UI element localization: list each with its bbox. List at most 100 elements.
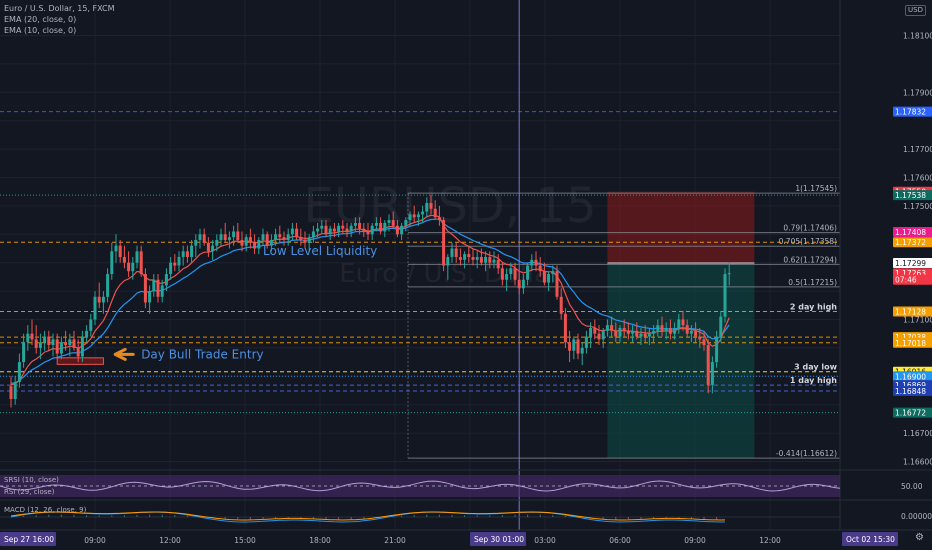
price-badge-10	[893, 337, 932, 348]
candle-body-109	[467, 254, 471, 258]
candle-body-58	[253, 242, 257, 249]
candle-body-86	[370, 225, 374, 235]
y-tick-label-3: 1.17600	[903, 173, 932, 182]
candle-body-130	[555, 271, 559, 297]
candle-body-39	[173, 262, 177, 266]
candle-body-24	[110, 251, 114, 275]
candle-body-75	[324, 225, 328, 235]
price-badge-7	[893, 274, 932, 285]
y-tick-label-2: 1.17700	[903, 145, 932, 154]
indicator-ema-20[interactable]: EMA (20, close, 0)	[4, 15, 77, 24]
candle-body-4	[26, 333, 30, 343]
candle-body-57	[248, 237, 252, 243]
candle-body-126	[538, 265, 542, 272]
symbol-title[interactable]: Euro / U.S. Dollar, 15, FXCM	[4, 4, 115, 13]
candle-body-145	[618, 328, 622, 337]
candle-body-119	[509, 268, 513, 275]
candle-body-124	[530, 259, 534, 266]
candle-body-132	[563, 313, 567, 343]
candle-body-28	[127, 262, 131, 272]
candle-body-122	[521, 279, 525, 289]
entry-box	[56, 357, 104, 365]
candle-body-9	[47, 336, 51, 346]
price-badge-15	[893, 407, 932, 418]
candle-body-152	[647, 333, 651, 337]
candle-body-95	[408, 214, 412, 221]
candle-body-71	[307, 237, 311, 243]
candle-body-5	[30, 333, 34, 340]
y-tick-label-8: 1.16600	[903, 457, 932, 466]
candle-body-44	[194, 239, 198, 246]
candle-body-21	[97, 296, 101, 303]
candle-body-154	[656, 325, 660, 331]
candle-body-170	[723, 274, 727, 317]
price-badge-label-10: 1.17018	[895, 339, 926, 348]
date-badge-label-0: Sep 27 16:00	[4, 535, 54, 544]
currency-badge[interactable]: USD	[905, 5, 926, 16]
candle-body-101	[433, 208, 437, 218]
candle-body-91	[391, 220, 395, 226]
candle-body-59	[257, 239, 261, 249]
annotation-1: Day Bull Trade Entry	[141, 347, 263, 361]
candle-body-65	[282, 237, 286, 240]
candle-body-139	[593, 328, 597, 334]
y-tick-label-6: 1.17100	[903, 315, 932, 324]
candle-body-151	[643, 333, 647, 337]
candle-body-27	[122, 257, 126, 263]
candle-body-2	[17, 362, 21, 382]
candle-body-146	[622, 328, 626, 331]
chart-legend: Euro / U.S. Dollar, 15, FXCM EMA (20, cl…	[4, 3, 115, 36]
candle-body-137	[584, 336, 588, 348]
level-label-1: 3 day low	[794, 363, 837, 372]
candle-body-96	[412, 214, 416, 218]
macd-label: MACD (12, 26, close, 9)	[4, 506, 87, 514]
candle-body-107	[458, 257, 462, 260]
candle-body-90	[387, 220, 391, 223]
settings-gear-icon[interactable]: ⚙	[915, 532, 924, 543]
candle-body-164	[698, 336, 702, 340]
candle-body-35	[156, 279, 160, 297]
candle-body-140	[597, 333, 601, 340]
candle-body-142	[605, 325, 609, 331]
candle-body-33	[148, 291, 152, 303]
candle-body-127	[542, 271, 546, 283]
price-badge-5	[893, 257, 932, 268]
x-tick-label-3: 18:00	[309, 536, 331, 545]
candle-body-82	[353, 222, 357, 226]
candle-body-32	[143, 274, 147, 303]
candle-body-76	[328, 228, 332, 235]
candle-body-8	[43, 336, 47, 343]
candle-body-113	[484, 257, 488, 263]
indicator-ema-10[interactable]: EMA (10, close, 0)	[4, 26, 77, 35]
candle-body-106	[454, 248, 458, 258]
candle-body-134	[572, 339, 576, 351]
candle-body-131	[559, 296, 563, 314]
rsi-line	[0, 480, 841, 492]
x-tick-label-1: 12:00	[159, 536, 181, 545]
arrow-left-icon	[113, 347, 135, 361]
date-badge-2	[842, 532, 898, 546]
candle-body-138	[589, 328, 593, 337]
fib-label-1: 0.79(1.17406)	[783, 224, 837, 233]
fib-label-4: 0.5(1.17215)	[788, 278, 837, 287]
candle-body-6	[34, 339, 38, 348]
candle-body-169	[719, 316, 723, 337]
x-tick-label-5: 03:00	[534, 536, 556, 545]
fib-label-5: -0.414(1.16612)	[776, 449, 837, 458]
candle-body-45	[198, 234, 202, 240]
y-tick-label-0: 1.18100	[903, 31, 932, 40]
candle-body-83	[358, 222, 362, 229]
macd-signal-line	[10, 511, 726, 521]
watermark-symbol: EURUSD, 15	[304, 178, 597, 234]
x-tick-label-0: 09:00	[84, 536, 106, 545]
candle-body-102	[437, 217, 441, 221]
candle-body-117	[500, 268, 504, 280]
candle-body-30	[135, 251, 139, 263]
candle-body-61	[265, 234, 269, 246]
price-badge-3	[893, 227, 932, 238]
candle-body-87	[374, 222, 378, 226]
candle-body-168	[715, 336, 719, 363]
candle-body-15	[72, 339, 76, 348]
fib-label-0: 1(1.17545)	[795, 184, 837, 193]
